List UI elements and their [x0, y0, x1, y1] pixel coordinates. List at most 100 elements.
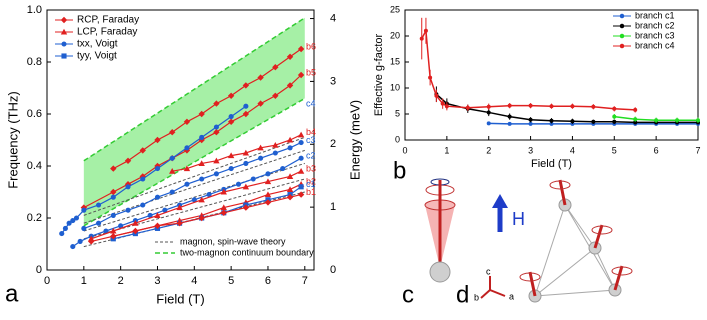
marker	[62, 225, 68, 231]
branch-label: c3	[306, 135, 316, 145]
marker	[507, 121, 512, 126]
marker	[87, 238, 95, 245]
axis-arrow	[489, 289, 506, 297]
y-tick-label: 10	[390, 82, 400, 92]
branch-label: b3	[306, 164, 316, 174]
marker	[434, 93, 439, 98]
marker	[242, 82, 250, 89]
marker	[297, 168, 305, 174]
x-axis-title: Field (T)	[531, 158, 572, 170]
legend-label: two-magnon continuum boundary	[180, 247, 314, 257]
marker	[227, 92, 235, 99]
y-tick-label: 20	[390, 30, 400, 40]
series-line	[435, 93, 698, 124]
theory-line	[83, 136, 305, 216]
marker	[110, 194, 116, 200]
marker	[243, 103, 249, 109]
branch-label: b1	[306, 187, 316, 197]
marker	[428, 75, 433, 80]
marker	[257, 100, 264, 107]
marker	[124, 157, 132, 164]
marker	[213, 157, 220, 164]
y-tick-label: 0.2	[27, 212, 42, 224]
marker	[198, 160, 205, 166]
branch-label: c4	[306, 99, 316, 109]
spins	[528, 179, 624, 297]
marker	[633, 107, 638, 112]
marker	[191, 197, 197, 203]
marker	[242, 110, 250, 118]
marker	[242, 183, 250, 190]
theory-line	[83, 178, 305, 240]
marker	[95, 220, 102, 226]
field-label: H	[512, 209, 525, 229]
marker	[619, 23, 625, 29]
marker	[227, 152, 235, 159]
y2-axis-title: Energy (meV)	[347, 100, 362, 180]
marker	[70, 218, 76, 224]
marker	[298, 140, 304, 146]
marker	[140, 176, 146, 182]
marker	[228, 166, 234, 172]
marker	[264, 199, 272, 206]
marker	[591, 119, 596, 124]
x-tick-label: 2	[118, 275, 124, 287]
y-tick-label: 0.8	[27, 56, 42, 68]
marker	[198, 110, 205, 118]
marker	[465, 105, 470, 110]
marker	[110, 212, 116, 218]
marker	[95, 202, 102, 208]
marker	[59, 231, 65, 237]
marker	[61, 53, 67, 59]
marker	[528, 103, 533, 108]
marker	[213, 124, 219, 130]
marker	[162, 207, 168, 213]
marker	[507, 103, 512, 108]
marker	[619, 33, 625, 39]
marker	[213, 129, 220, 136]
panel-label: c	[402, 281, 414, 308]
marker	[612, 119, 617, 124]
marker	[154, 212, 161, 218]
marker	[125, 207, 131, 213]
series-line	[172, 134, 302, 172]
legend-label: branch c3	[635, 30, 675, 40]
precession	[611, 266, 633, 276]
x-axis-title: Field (T)	[156, 291, 204, 306]
marker	[154, 222, 161, 229]
marker	[297, 191, 305, 198]
x-tick-label: 5	[228, 275, 234, 287]
tetrahedron	[533, 203, 616, 298]
marker	[125, 184, 131, 190]
marker	[110, 188, 117, 196]
y-tick-label: 0.6	[27, 108, 42, 120]
marker	[549, 104, 554, 109]
marker	[286, 173, 294, 179]
axis-arrow	[480, 289, 491, 299]
marker	[297, 45, 305, 53]
marker	[184, 181, 190, 187]
marker	[140, 202, 146, 208]
x-tick-label: 7	[302, 275, 308, 287]
x-tick-label: 4	[570, 145, 575, 155]
marker	[250, 176, 256, 182]
marker	[70, 244, 76, 250]
marker	[169, 189, 175, 195]
legend-label: txx, Voigt	[77, 39, 118, 50]
marker	[132, 220, 139, 226]
marker	[287, 145, 293, 151]
marker	[286, 186, 294, 192]
panel-c-illustration: c	[402, 178, 456, 308]
marker	[549, 118, 554, 123]
y-tick-label: 0.4	[27, 160, 42, 172]
marker	[199, 176, 205, 182]
atoms	[528, 198, 622, 303]
marker	[675, 118, 680, 123]
x-tick-label: 1	[81, 275, 87, 287]
marker	[110, 227, 117, 234]
y2-tick-label: 0	[330, 264, 336, 276]
field-arrowhead	[492, 194, 508, 208]
marker	[591, 104, 596, 109]
marker	[154, 162, 161, 170]
